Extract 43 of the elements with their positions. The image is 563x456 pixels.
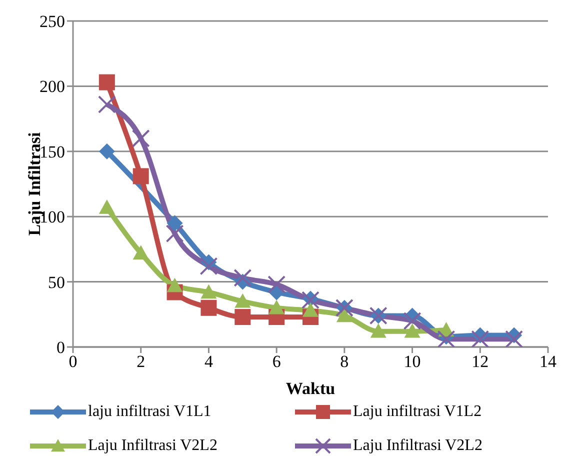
point — [336, 308, 352, 322]
x-tick-label: 12 — [472, 352, 489, 372]
point — [132, 168, 149, 184]
x-tick-label: 14 — [540, 352, 557, 372]
x-tick-label: 4 — [204, 352, 214, 372]
x-tick-label: 2 — [136, 352, 146, 372]
x-axis-title: Waktu — [286, 379, 336, 398]
point — [98, 199, 115, 214]
point — [200, 257, 218, 276]
point — [234, 293, 251, 308]
point — [98, 74, 115, 90]
y-tick-label: 200 — [40, 77, 65, 96]
point — [98, 95, 116, 114]
y-tick-label: 0 — [56, 338, 65, 358]
point — [166, 278, 183, 292]
point — [471, 330, 490, 347]
x-tick-label: 6 — [272, 352, 281, 372]
legend-label: Laju infiltrasi V1L2 — [353, 403, 482, 421]
point — [370, 323, 386, 338]
y-tick-label: 100 — [40, 208, 65, 227]
point — [403, 312, 422, 330]
point — [200, 300, 217, 316]
point — [268, 275, 286, 294]
x-tick-label: 0 — [68, 352, 78, 372]
y-tick-label: 250 — [40, 12, 65, 32]
point — [166, 224, 184, 243]
point — [268, 300, 285, 314]
point — [166, 215, 183, 232]
point — [505, 330, 524, 347]
x-tick-label: 8 — [340, 352, 349, 372]
point — [132, 129, 150, 148]
legend-label: Laju Infiltrasi V2L2 — [353, 437, 482, 455]
point — [404, 323, 420, 338]
point — [200, 284, 217, 299]
point — [234, 268, 252, 287]
point — [234, 309, 251, 326]
point — [98, 143, 115, 160]
legend-label: Laju Infiltrasi V2L2 — [88, 437, 218, 455]
legend-label: laju infiltrasi V1L1 — [88, 403, 212, 421]
y-tick-label: 50 — [48, 272, 65, 292]
x-tick-label: 10 — [404, 352, 421, 372]
point — [132, 245, 149, 260]
point — [302, 302, 318, 317]
